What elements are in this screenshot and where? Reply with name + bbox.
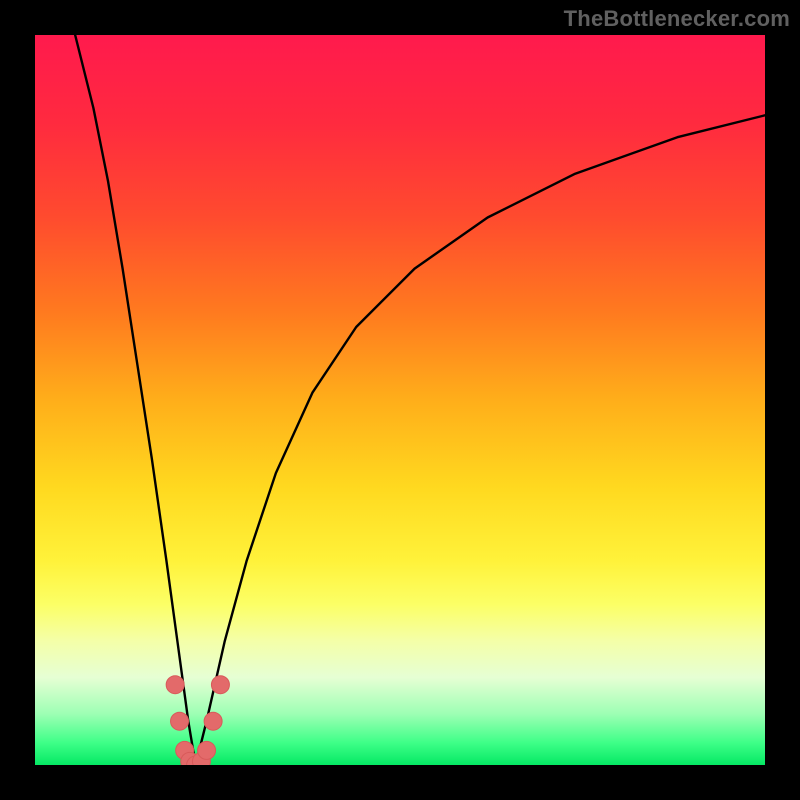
plot-area [35,35,765,765]
chart-svg [35,35,765,765]
chart-container: TheBottlenecker.com [0,0,800,800]
marker-dot [211,676,229,694]
marker-dot [166,676,184,694]
marker-dot [204,712,222,730]
marker-dot [171,712,189,730]
marker-dot [198,741,216,759]
watermark-text: TheBottlenecker.com [564,6,790,32]
